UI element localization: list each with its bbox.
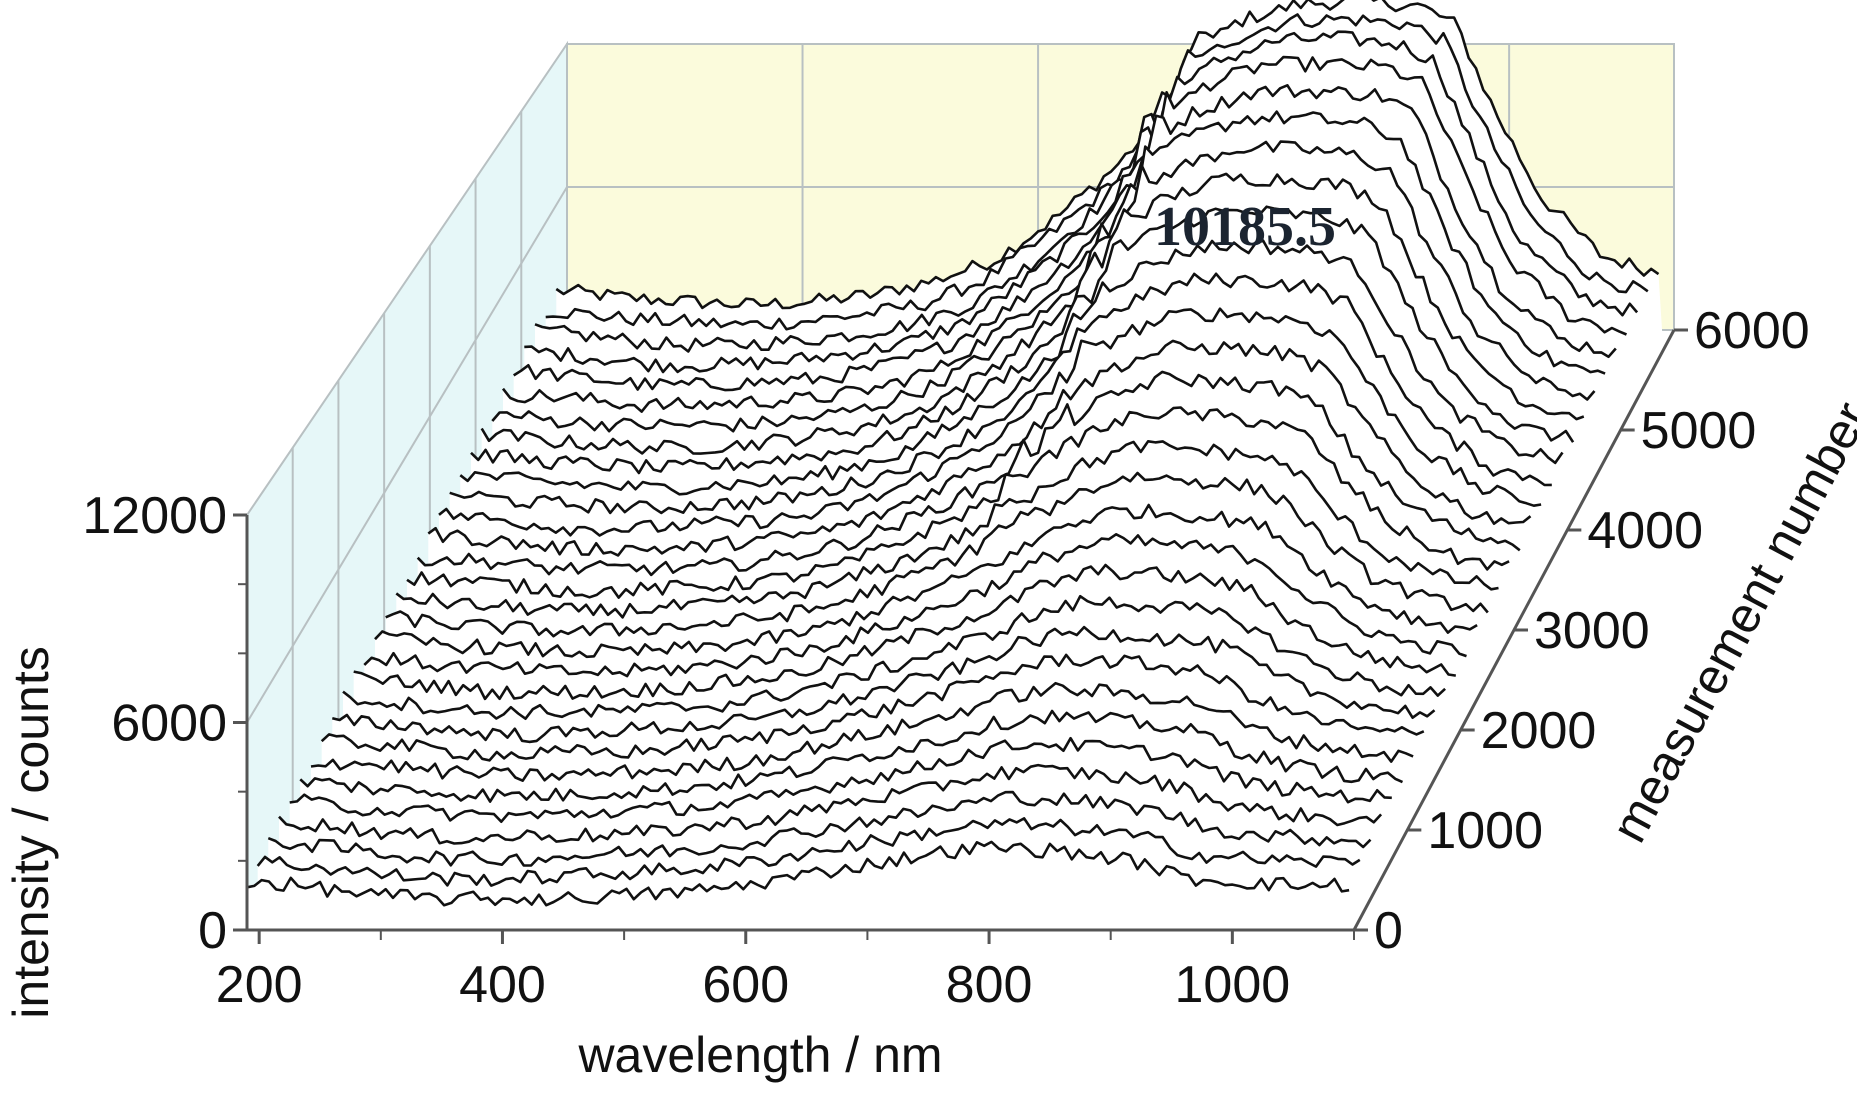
side-wall-gridline — [246, 186, 568, 724]
spectrum-trace — [363, 533, 1467, 678]
spectrum-trace — [342, 594, 1446, 720]
spectrum-trace — [524, 55, 1628, 374]
x-tick-label: 800 — [946, 956, 1033, 1014]
spectrum-trace — [513, 84, 1617, 392]
spectrum-trace — [299, 709, 1404, 803]
spectrum-trace — [555, 0, 1660, 310]
x-tick-label: 600 — [702, 956, 789, 1014]
spectrum-trace — [449, 272, 1552, 515]
y-tick-label: 0 — [198, 902, 227, 960]
spectrum-trace — [256, 817, 1361, 887]
spectrum-trace — [289, 736, 1392, 823]
spectrum-trace — [385, 471, 1489, 638]
spectrum-trace — [246, 840, 1350, 907]
z-tick-label: 1000 — [1427, 802, 1543, 860]
spectrum-trace — [406, 406, 1510, 599]
z-tick-label: 4000 — [1587, 502, 1703, 560]
chart-traces — [246, 0, 1664, 930]
x-tick-label: 200 — [216, 956, 303, 1014]
spectrum-trace — [427, 339, 1532, 557]
spectrum-trace — [310, 681, 1414, 782]
spectrum-trace — [395, 440, 1499, 619]
spectrum-trace — [353, 563, 1456, 701]
spectrum-trace — [545, 13, 1649, 331]
z-tick-label: 2000 — [1481, 702, 1597, 760]
chart-axes: 200 400 600 800 1000 0 6000 12000 0 1000 2000 3000 4… — [82, 302, 1809, 1014]
y-tick-label: 6000 — [111, 695, 227, 753]
spectrum-trace — [331, 625, 1436, 744]
spectrum-trace — [374, 503, 1478, 659]
z-tick-label: 6000 — [1694, 302, 1810, 360]
y-axis-title: intensity / counts — [3, 646, 59, 1018]
y-tick-label: 12000 — [82, 487, 227, 545]
z-tick-label: 3000 — [1534, 602, 1650, 660]
x-tick-label: 1000 — [1175, 956, 1291, 1014]
spectrum-trace — [480, 172, 1585, 455]
spectrum-trace — [267, 790, 1372, 867]
z-tick-label: 0 — [1374, 902, 1403, 960]
spectrum-fill — [247, 841, 1354, 930]
spectrum-trace — [491, 140, 1596, 433]
spectrum-trace — [534, 30, 1639, 353]
spectrum-trace — [416, 370, 1521, 577]
x-axis-title: wavelength / nm — [577, 1027, 942, 1083]
spectrum-trace — [470, 205, 1575, 475]
spectrum-trace — [501, 110, 1606, 413]
peak-annotation: 10185.5 — [1154, 196, 1336, 258]
spectrum-trace — [320, 653, 1425, 762]
x-tick-label: 400 — [459, 956, 546, 1014]
spectrum-trace — [278, 763, 1383, 845]
z-tick-label: 5000 — [1641, 402, 1757, 460]
chart-grid — [246, 44, 1674, 845]
spectrum-trace — [459, 239, 1564, 496]
spectrum-trace — [438, 307, 1542, 537]
